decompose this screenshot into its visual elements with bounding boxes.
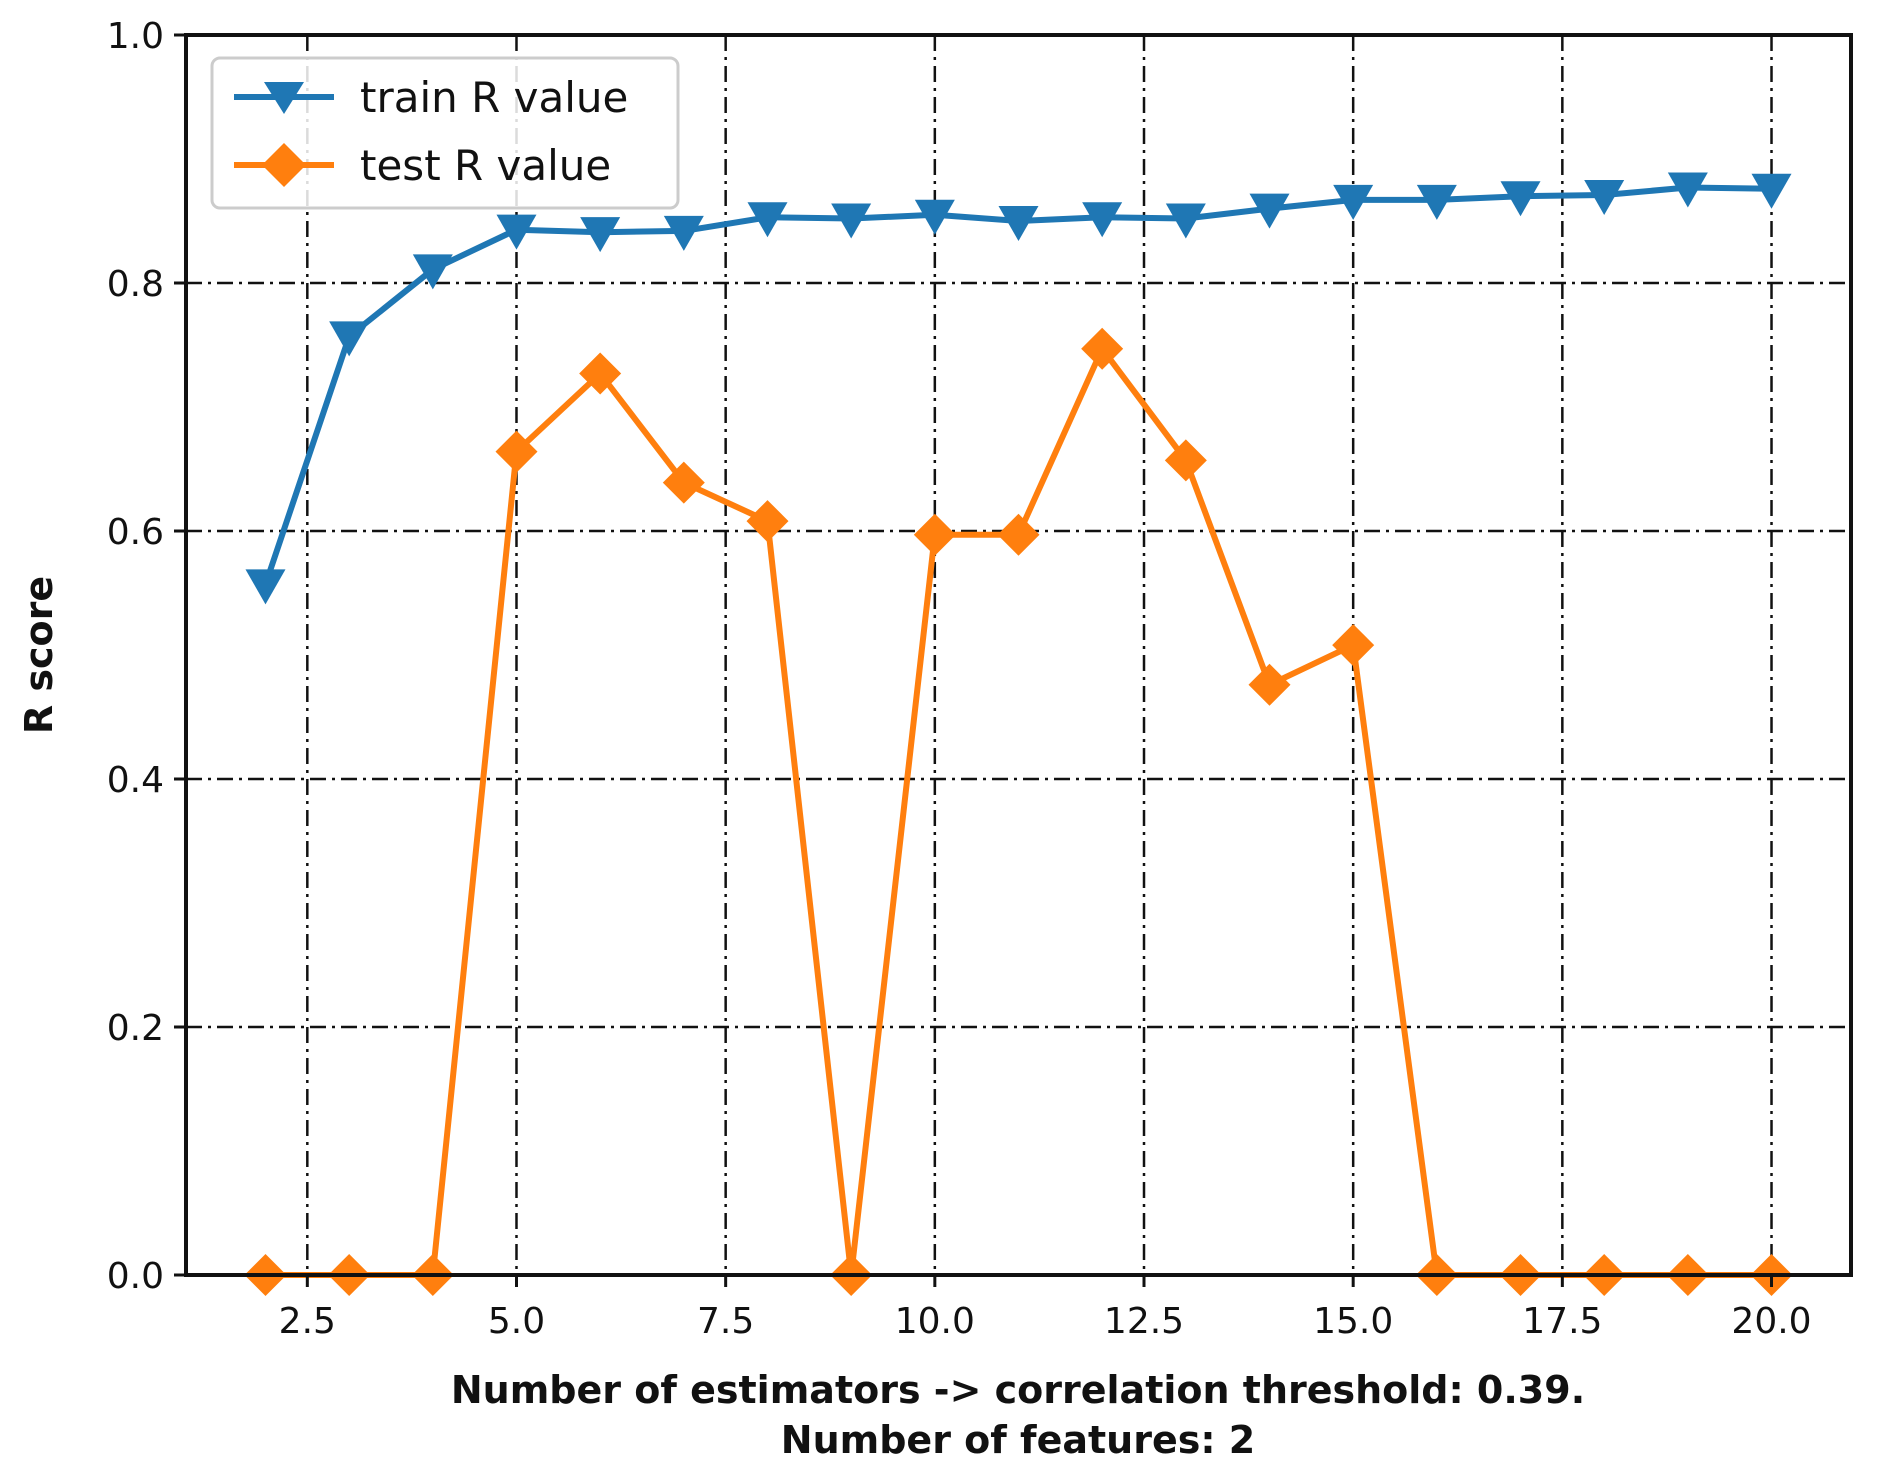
train-r-value-marker <box>1249 193 1290 229</box>
x-tick-label: 7.5 <box>697 1301 754 1342</box>
test-r-value-marker <box>913 513 956 556</box>
train-r-value-series <box>245 172 1792 605</box>
y-tick-label: 0.0 <box>107 1256 164 1297</box>
x-axis-subtitle: Number of features: 2 <box>781 1418 1255 1462</box>
legend: train R value test R value <box>210 56 680 210</box>
train-r-value-marker <box>998 206 1039 241</box>
train-r-value-marker <box>1667 172 1708 208</box>
train-r-value-marker <box>831 203 872 239</box>
y-axis-title: R score <box>17 576 61 734</box>
test-r-value-marker <box>1248 663 1291 706</box>
train-r-value-marker <box>1500 181 1541 217</box>
y-tick-label: 0.6 <box>107 512 164 553</box>
x-tick-label: 20.0 <box>1731 1301 1811 1342</box>
test-r-value-marker <box>662 461 705 504</box>
series-layer <box>244 172 1793 1296</box>
legend-train-marker <box>264 82 304 114</box>
test-r-value-marker <box>1164 439 1207 482</box>
plot-frame <box>184 33 1853 1277</box>
train-r-value-marker <box>1584 179 1625 215</box>
legend-test-marker <box>262 143 306 187</box>
x-tick-label: 2.5 <box>279 1301 336 1342</box>
train-r-value-marker <box>496 214 537 250</box>
x-tick-label: 12.5 <box>1104 1301 1184 1342</box>
x-tick-label: 15.0 <box>1313 1301 1393 1342</box>
test-r-value-series <box>244 327 1793 1296</box>
x-tick-label: 10.0 <box>895 1301 975 1342</box>
train-r-value-marker <box>329 321 370 357</box>
train-r-value-marker <box>245 569 286 605</box>
train-r-value-marker <box>412 254 453 290</box>
test-r-value-marker <box>579 352 622 395</box>
axis-ticks: 2.5 5.0 7.5 10.0 12.5 15.0 17.5 20.0 0.0 0.2 0.4 0.… <box>107 16 1812 1342</box>
train-r-value-marker <box>1333 184 1374 220</box>
train-r-value-marker <box>914 199 955 235</box>
train-r-value-marker <box>1165 203 1206 239</box>
x-tick-label: 17.5 <box>1522 1301 1602 1342</box>
legend-test-label: test R value <box>360 141 611 190</box>
grid <box>186 35 1851 1275</box>
train-r-value-marker <box>663 215 704 251</box>
test-r-value-marker <box>1081 327 1124 370</box>
train-r-value-marker <box>1082 202 1123 238</box>
train-r-value-marker <box>1751 173 1792 209</box>
test-r-value-marker <box>1332 624 1375 667</box>
train-r-value-marker <box>1416 184 1457 220</box>
x-tick-label: 5.0 <box>488 1301 545 1342</box>
test-r-value-marker <box>495 430 538 473</box>
test-r-value-line <box>265 345 1772 1278</box>
y-tick-label: 0.8 <box>107 264 164 305</box>
x-axis-title: Number of estimators -> correlation thre… <box>451 1368 1585 1412</box>
test-r-value-marker <box>997 513 1040 556</box>
test-r-value-marker <box>746 500 789 543</box>
train-r-value-marker <box>747 202 788 238</box>
y-tick-label: 0.4 <box>107 760 164 801</box>
y-tick-label: 0.2 <box>107 1008 164 1049</box>
y-tick-label: 1.0 <box>107 16 164 57</box>
train-r-value-marker <box>580 217 621 253</box>
legend-train-label: train R value <box>360 73 628 122</box>
